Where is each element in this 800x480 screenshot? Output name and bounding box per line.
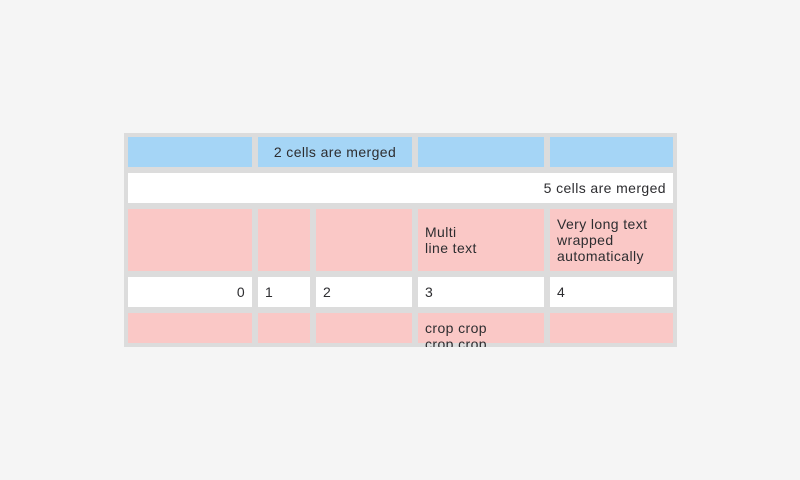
number-cell-0[interactable]: 0 xyxy=(128,277,252,307)
merged-5-cells[interactable]: 5 cells are merged xyxy=(128,173,673,203)
multi-line-cell[interactable]: Multi line text xyxy=(418,209,544,271)
pink-cell-r3c1[interactable] xyxy=(128,209,252,271)
number-cell-3[interactable]: 3 xyxy=(418,277,544,307)
pink-cell-r5c1[interactable] xyxy=(128,313,252,343)
crop-text-cell-label: crop crop crop crop xyxy=(425,320,487,347)
number-cell-4[interactable]: 4 xyxy=(550,277,673,307)
wrapped-text-cell-label: Very long text wrapped automatically xyxy=(557,216,648,264)
merged-2-cells[interactable]: 2 cells are merged xyxy=(258,137,412,167)
multi-line-cell-label: Multi line text xyxy=(425,224,477,256)
blue-cell-r1c4[interactable] xyxy=(418,137,544,167)
number-cell-1-label: 1 xyxy=(265,284,274,300)
number-cell-3-label: 3 xyxy=(425,284,434,300)
pink-cell-r5c5[interactable] xyxy=(550,313,673,343)
pink-cell-r5c3[interactable] xyxy=(316,313,412,343)
blue-cell-r1c1[interactable] xyxy=(128,137,252,167)
pink-cell-r3c2[interactable] xyxy=(258,209,310,271)
table[interactable]: 2 cells are merged 5 cells are merged Mu… xyxy=(124,133,677,347)
wrapped-text-cell[interactable]: Very long text wrapped automatically xyxy=(550,209,673,271)
number-cell-2-label: 2 xyxy=(323,284,332,300)
pink-cell-r3c3[interactable] xyxy=(316,209,412,271)
number-cell-1[interactable]: 1 xyxy=(258,277,310,307)
blue-cell-r1c5[interactable] xyxy=(550,137,673,167)
merged-5-cells-label: 5 cells are merged xyxy=(543,180,666,196)
number-cell-4-label: 4 xyxy=(557,284,566,300)
number-cell-2[interactable]: 2 xyxy=(316,277,412,307)
crop-text-cell[interactable]: crop crop crop crop xyxy=(418,313,544,347)
merged-2-cells-label: 2 cells are merged xyxy=(273,144,397,160)
pink-cell-r5c2[interactable] xyxy=(258,313,310,343)
number-cell-0-label: 0 xyxy=(236,284,245,300)
